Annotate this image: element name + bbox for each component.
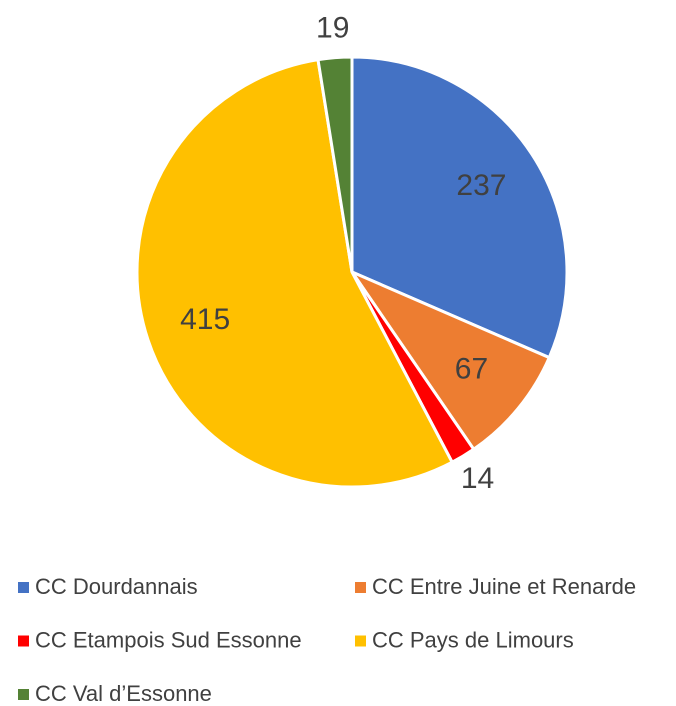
legend-swatch xyxy=(355,582,366,593)
pie: 237 67 14 415 19 xyxy=(135,12,569,495)
legend-label: CC Dourdannais xyxy=(35,574,198,599)
pie-slice xyxy=(316,55,354,273)
legend-label: CC Entre Juine et Renarde xyxy=(372,574,636,599)
legend-label: CC Pays de Limours xyxy=(372,627,574,652)
data-label: 14 xyxy=(461,462,494,495)
legend-label: CC Etampois Sud Essonne xyxy=(35,627,302,652)
legend-swatch xyxy=(18,582,29,593)
legend-label: CC Val d’Essonne xyxy=(35,681,212,706)
legend: CC Dourdannais CC Entre Juine et Renarde C… xyxy=(18,574,636,706)
data-label: 67 xyxy=(455,352,488,385)
pie-slice xyxy=(350,55,569,360)
data-label: 415 xyxy=(180,303,230,336)
pie-slice xyxy=(135,57,455,489)
pie-slice xyxy=(347,268,552,452)
legend-swatch xyxy=(355,635,366,647)
legend-swatch xyxy=(18,689,29,700)
data-label: 237 xyxy=(456,169,506,202)
legend-swatch xyxy=(18,635,29,647)
data-label: 19 xyxy=(316,12,349,45)
